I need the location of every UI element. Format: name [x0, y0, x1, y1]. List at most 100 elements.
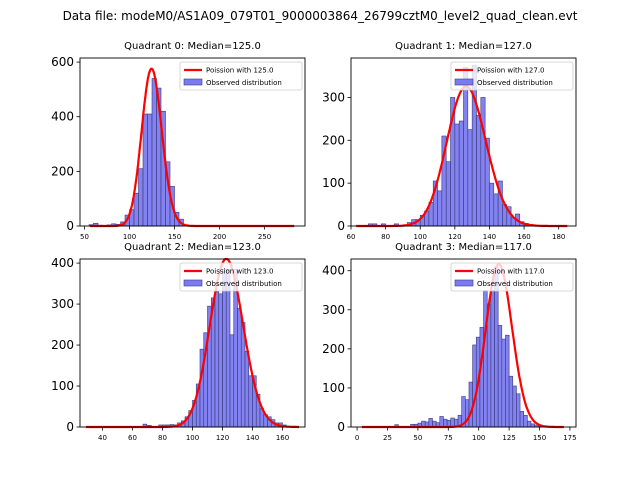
y-tick-label: 200 [322, 342, 345, 356]
legend-box [450, 61, 574, 91]
legend: Poission with 117.0 Observed distribution [450, 262, 574, 292]
histogram-bar [490, 289, 495, 428]
y-tick-label: 600 [51, 55, 74, 69]
histogram-bar [229, 334, 235, 428]
y-tick-label: 0 [66, 420, 74, 434]
histogram-bar [527, 420, 532, 428]
histogram-bar [244, 350, 250, 428]
x-tick-label: 200 [213, 233, 226, 241]
histogram-bar [463, 67, 469, 227]
x-tick-label: 50 [80, 233, 89, 241]
histogram-bar [512, 385, 517, 428]
x-tick-label: 80 [381, 233, 390, 241]
x-tick-label: 180 [552, 233, 565, 241]
legend-label-observed: Observed distribution [477, 79, 553, 87]
histogram-bar [516, 393, 521, 428]
histogram-bar [530, 423, 535, 428]
histogram-bar [142, 113, 148, 227]
legend-label-poisson: Poission with 125.0 [206, 67, 274, 75]
histogram-bar [443, 418, 448, 428]
histogram-bar [428, 418, 433, 428]
histogram-bar [248, 375, 253, 428]
histogram-bar [237, 307, 242, 428]
y-tick-label: 100 [51, 379, 74, 393]
histogram-bar [472, 344, 477, 428]
legend-bar-swatch [454, 279, 474, 287]
legend: Poission with 125.0 Observed distribution [179, 61, 303, 91]
legend-label-poisson: Poission with 123.0 [206, 268, 274, 276]
legend-bar-swatch [454, 78, 474, 86]
panel-quadrant-0: Quadrant 0: Median=125.0 0 200 400 600 50 100 1… [51, 41, 306, 241]
y-tick-label: 200 [51, 164, 74, 178]
y-tick-label: 0 [66, 219, 74, 233]
panel-title: Quadrant 0: Median=125.0 [124, 41, 261, 52]
histogram-bar [218, 293, 223, 428]
histogram-bar [480, 97, 486, 227]
histogram-bar [147, 113, 153, 227]
y-tick-label: 200 [322, 133, 345, 147]
histogram-bars [368, 64, 534, 227]
x-tick-label: 100 [414, 233, 427, 241]
x-tick-label: 75 [444, 434, 453, 442]
legend-box [179, 61, 303, 91]
y-tick-label: 400 [322, 264, 345, 278]
legend-box [450, 262, 574, 292]
histogram-bar [519, 411, 525, 428]
histogram-bar [508, 375, 514, 428]
x-tick-label: 150 [168, 233, 181, 241]
y-tick-label: 300 [322, 90, 345, 104]
histogram-bar [454, 123, 460, 227]
panel-quadrant-2: Quadrant 2: Median=123.0 0 100 200 300 400 40 6… [51, 242, 306, 442]
histogram-bar [501, 338, 506, 428]
panel-quadrant-1: Quadrant 1: Median=127.0 0 100 200 300 60 80 10… [322, 41, 577, 241]
histogram-bar [497, 325, 503, 428]
x-tick-label: 250 [258, 233, 271, 241]
histogram-bar [493, 193, 499, 227]
panel-title: Quadrant 2: Median=123.0 [124, 242, 261, 253]
x-tick-label: 25 [383, 434, 392, 442]
axes-frame [350, 258, 577, 428]
x-tick-label: 80 [158, 434, 167, 442]
x-tick-label: 140 [483, 233, 496, 241]
y-tick-label: 200 [51, 338, 74, 352]
x-tick-label: 160 [517, 233, 530, 241]
histogram-bar [450, 417, 455, 428]
x-tick-label: 160 [276, 434, 289, 442]
legend-bar-swatch [183, 279, 203, 287]
x-tick-label: 60 [128, 434, 137, 442]
x-tick-label: 50 [413, 434, 422, 442]
x-tick-label: 120 [448, 233, 461, 241]
histogram-bar [133, 192, 139, 227]
y-tick-label: 300 [51, 297, 74, 311]
histogram-bar [439, 416, 444, 428]
histogram-bar [476, 115, 482, 227]
legend-label-observed: Observed distribution [206, 79, 282, 87]
y-tick-label: 0 [337, 420, 345, 434]
legend-box [179, 262, 303, 292]
legend: Poission with 127.0 Observed distribution [450, 61, 574, 91]
histogram-bar [505, 334, 510, 428]
y-tick-label: 100 [322, 176, 345, 190]
histogram-bar [486, 303, 492, 428]
histogram-bar [138, 168, 144, 227]
x-tick-label: 120 [216, 434, 229, 442]
histogram-bar [467, 129, 473, 227]
histogram-bar [523, 414, 528, 428]
y-tick-label: 400 [51, 110, 74, 124]
histogram-bar [489, 182, 495, 227]
histogram-bars [142, 268, 287, 428]
histogram-bar [445, 161, 451, 227]
histogram-bar [225, 268, 231, 428]
legend: Poission with 123.0 Observed distribution [179, 262, 303, 292]
y-tick-label: 0 [337, 219, 345, 233]
panel-quadrant-3: Quadrant 3: Median=117.0 0 100 200 300 400 0 25… [322, 242, 577, 442]
legend-label-poisson: Poission with 127.0 [477, 67, 545, 75]
histogram-bar [151, 78, 157, 227]
histogram-bar [437, 190, 443, 227]
x-tick-label: 150 [533, 434, 546, 442]
figure-suptitle: Data file: modeM0/AS1A09_079T01_90000038… [63, 9, 578, 23]
x-tick-label: 175 [563, 434, 576, 442]
histogram-bar [222, 268, 227, 428]
x-tick-label: 40 [98, 434, 107, 442]
